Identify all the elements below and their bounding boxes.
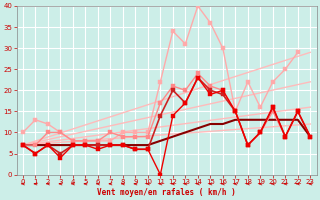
- X-axis label: Vent moyen/en rafales ( km/h ): Vent moyen/en rafales ( km/h ): [97, 188, 236, 197]
